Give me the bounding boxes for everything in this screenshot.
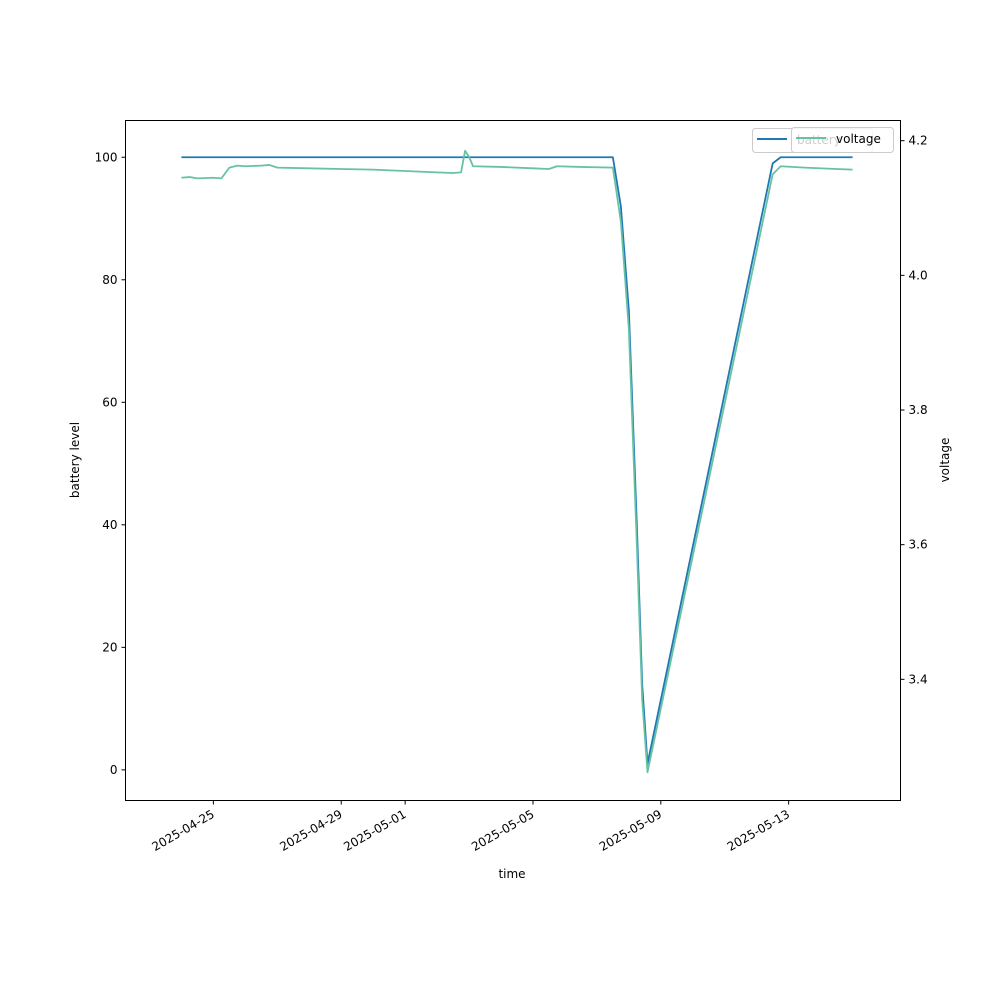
x-tick-label: 2025-05-09 [597,807,664,854]
y-tick-label: 40 [102,518,117,532]
x-tick-label: 2025-04-25 [149,807,216,854]
y-right-tick-label: 4.0 [909,268,928,282]
y-right-tick-label: 3.4 [909,672,928,686]
legend-voltage-label: voltage [836,132,881,146]
plot-lines [181,149,853,774]
x-tick-label: 2025-04-29 [277,807,344,854]
y-tick-label: 20 [102,640,117,654]
x-tick-label: 2025-05-05 [469,807,536,854]
y-axis-label-left: battery level [68,422,82,498]
x-tick-label: 2025-05-01 [341,807,408,854]
plot-frame [125,120,901,801]
y-axis-right: 3.4 3.6 3.8 4.0 4.2 [900,134,928,686]
y-tick-label: 60 [102,395,117,409]
y-axis-left: 0 20 40 60 80 100 [95,150,126,777]
legend-voltage: voltage [791,127,894,153]
y-tick-label: 0 [110,763,118,777]
y-right-tick-label: 3.6 [909,538,928,552]
y-right-tick-label: 3.8 [909,403,928,417]
y-tick-label: 100 [95,150,118,164]
series-line-voltage [181,149,853,774]
x-tick-label: 2025-05-13 [725,807,792,854]
x-axis-label: time [498,867,525,881]
y-axis-label-right: voltage [938,438,952,483]
y-tick-label: 80 [102,273,117,287]
y-right-tick-label: 4.2 [909,134,928,148]
series-line-battery [181,156,853,765]
